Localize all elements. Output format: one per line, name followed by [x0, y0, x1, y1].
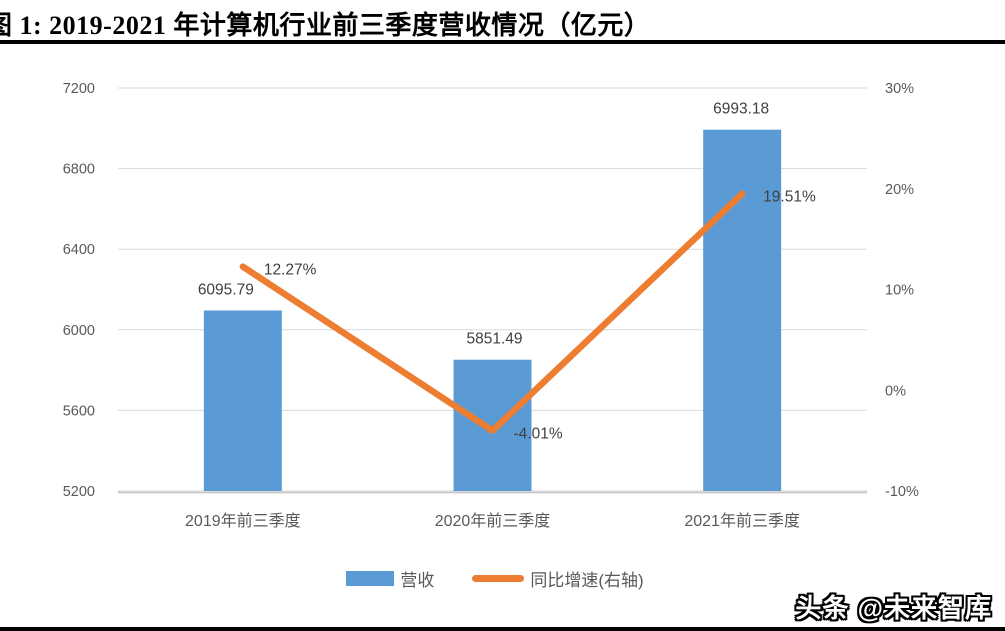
x-axis-category-label: 2021年前三季度 [684, 512, 800, 530]
x-axis-category-label: 2020年前三季度 [435, 512, 551, 530]
left-axis-tick-label: 5600 [63, 403, 95, 419]
right-axis-tick-label: 20% [885, 182, 914, 198]
line-swatch-icon [472, 575, 525, 582]
line-value-label: 19.51% [763, 189, 816, 206]
left-axis-tick-label: 7200 [63, 81, 95, 97]
revenue-bar-2019年前三季度 [203, 310, 282, 491]
line-value-label: -4.01% [514, 426, 563, 443]
right-axis-tick-label: 30% [885, 81, 914, 97]
figure-title-bar: 图 1: 2019-2021 年计算机行业前三季度营收情况（亿元） [0, 0, 1005, 44]
right-axis-tick-label: 0% [885, 383, 906, 399]
left-axis-tick-label: 6800 [63, 162, 95, 178]
bottom-rule [0, 627, 1005, 631]
revenue-bar-2020年前三季度 [453, 359, 532, 491]
revenue-bar-2021年前三季度 [703, 129, 782, 491]
right-axis-tick-label: 10% [885, 283, 914, 299]
bar-value-label: 5851.49 [466, 331, 522, 348]
legend-label-growth: 同比增速(右轴) [530, 571, 644, 590]
legend-item-growth: 同比增速(右轴) [472, 566, 644, 591]
chart-legend: 营收 同比增速(右轴) [0, 566, 990, 591]
line-value-label: 12.27% [264, 262, 317, 279]
x-axis-category-label: 2019年前三季度 [185, 512, 301, 530]
left-axis-tick-label: 6000 [63, 323, 95, 339]
bar-value-label: 6993.18 [713, 101, 769, 118]
growth-line [239, 190, 746, 434]
figure-title: 图 1: 2019-2021 年计算机行业前三季度营收情况（亿元） [0, 11, 651, 40]
bar-value-label: 6095.79 [198, 281, 254, 298]
left-axis-tick-label: 5200 [63, 484, 95, 500]
right-axis-tick-label: -10% [885, 484, 919, 500]
bar-swatch-icon [346, 571, 395, 586]
toutiao-watermark: 头条 @未来智库 [795, 593, 992, 623]
legend-item-revenue: 营收 [346, 566, 434, 591]
left-axis-tick-label: 6400 [63, 242, 95, 258]
legend-label-revenue: 营收 [400, 571, 435, 590]
